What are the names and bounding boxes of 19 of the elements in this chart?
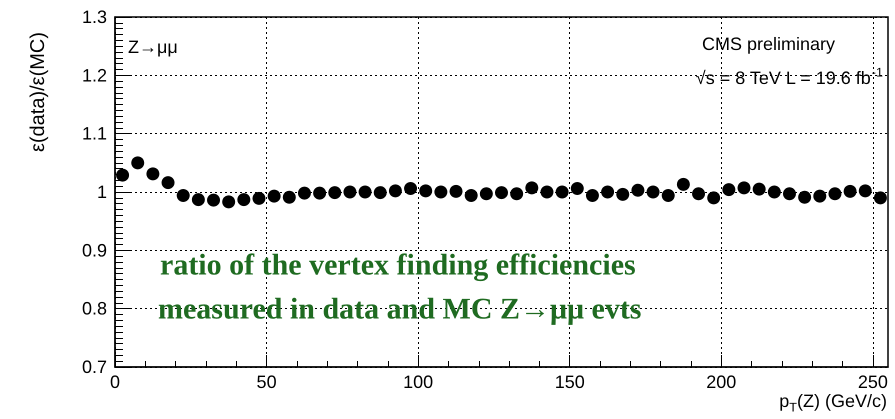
y-tick-label: 0.9 xyxy=(82,240,107,260)
x-tick-label: 250 xyxy=(858,372,888,392)
x-tick-label: 200 xyxy=(706,372,736,392)
x-axis-title: p$_{T}$(Z) (GeV/c) xyxy=(779,390,887,417)
y-tick-label: 1.3 xyxy=(82,7,107,27)
y-axis-title: ε(data)/ε(MC) xyxy=(27,32,49,152)
annotation: measured in data and MC Z→μμ evts xyxy=(158,292,642,326)
y-tick-label: 1.1 xyxy=(82,124,107,144)
y-tick-label: 1.2 xyxy=(82,65,107,86)
x-tick-label: 100 xyxy=(403,372,434,392)
x-tick-label: 150 xyxy=(554,372,585,392)
x-tick-label: 0 xyxy=(110,372,120,392)
annotation: CMS preliminary xyxy=(702,34,836,54)
y-tick-label: 0.7 xyxy=(82,357,107,377)
x-tick-label: 50 xyxy=(256,372,277,392)
y-tick-label: 0.8 xyxy=(82,298,107,319)
y-tick-label: 1 xyxy=(96,182,107,202)
annotation: Z→μμ xyxy=(128,37,178,57)
annotation: ratio of the vertex finding efficiencies xyxy=(160,248,636,282)
